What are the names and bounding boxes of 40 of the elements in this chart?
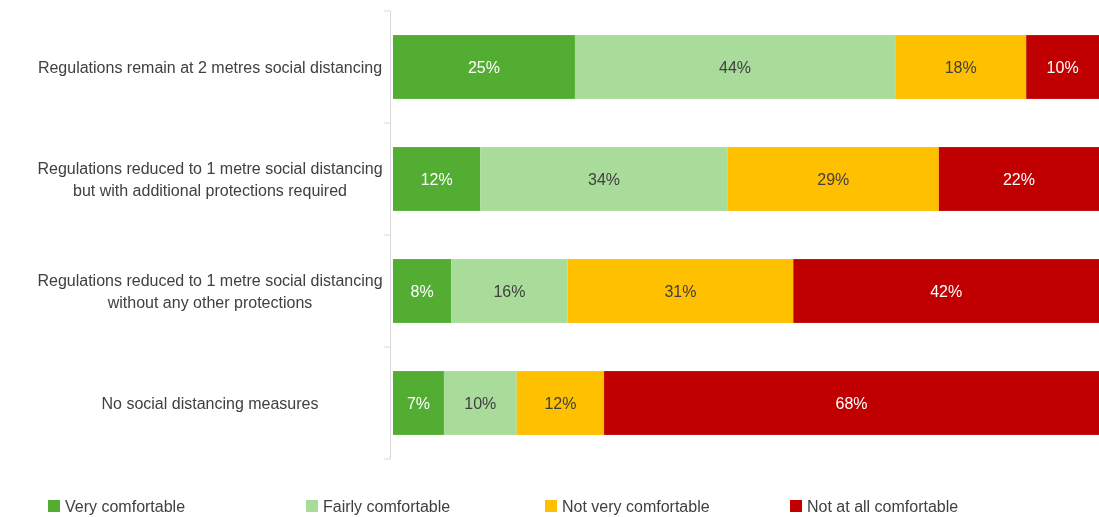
data-label: 31% — [664, 282, 697, 300]
bar — [604, 371, 1099, 435]
legend-label: Not at all comfortable — [807, 497, 959, 515]
data-label: 68% — [835, 394, 868, 412]
bar — [451, 259, 568, 323]
data-label: 10% — [464, 394, 497, 412]
data-label: 12% — [544, 394, 577, 412]
data-label: 25% — [467, 58, 500, 76]
bar — [393, 259, 452, 323]
bar — [1026, 35, 1099, 99]
data-label: 12% — [420, 170, 453, 188]
bar — [516, 371, 605, 435]
bar — [443, 371, 517, 435]
legend-label: Not very comfortable — [562, 497, 710, 515]
bar — [727, 147, 939, 211]
bar — [938, 147, 1099, 211]
data-label: 34% — [588, 170, 621, 188]
bar — [567, 259, 794, 323]
bar — [574, 35, 896, 99]
data-label: 10% — [1046, 58, 1079, 76]
y-tick-label: Regulations remain at 2 metres social distancing — [37, 58, 383, 76]
data-label: 7% — [406, 394, 431, 412]
bar — [793, 259, 1099, 323]
bar — [393, 371, 444, 435]
data-label: 8% — [410, 282, 434, 300]
data-label: 18% — [944, 58, 977, 76]
data-label: 29% — [817, 170, 850, 188]
data-label: 22% — [1002, 170, 1035, 188]
data-label: 44% — [719, 58, 752, 76]
bar — [393, 147, 481, 211]
legend-label: Very comfortable — [65, 497, 186, 515]
y-tick-label: Regulations reduced to 1 metre social distancing but with additional protections required — [37, 159, 383, 199]
bar — [895, 35, 1027, 99]
data-label: 16% — [493, 282, 526, 300]
bar — [393, 35, 575, 99]
bar — [480, 147, 728, 211]
y-tick-label: Regulations reduced to 1 metre social distancing without any other protections — [37, 271, 383, 311]
y-tick-label: No social distancing measures — [101, 394, 319, 412]
legend-label: Fairly comfortable — [323, 497, 451, 515]
data-label: 42% — [930, 282, 963, 300]
